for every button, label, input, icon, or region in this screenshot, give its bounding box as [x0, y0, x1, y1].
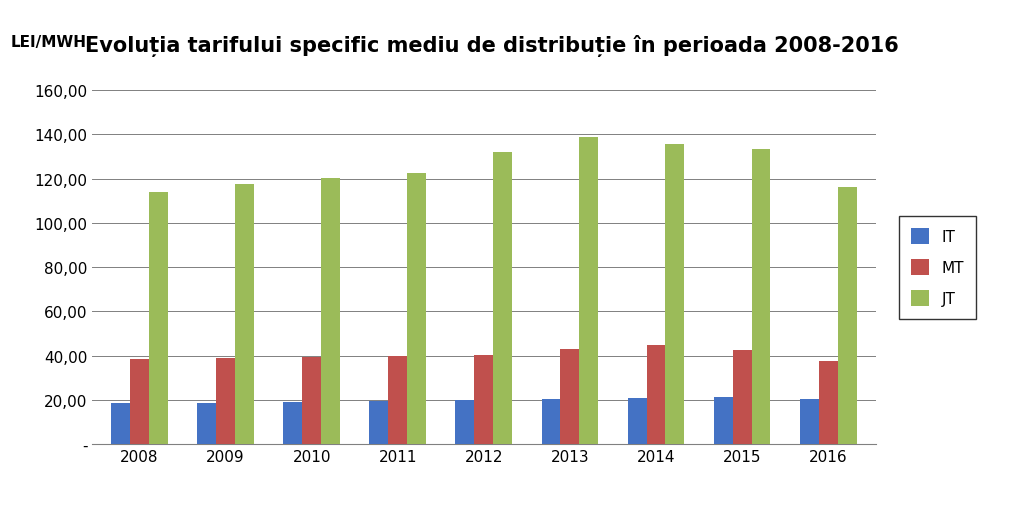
Bar	[456, 400, 474, 444]
Bar	[542, 399, 560, 444]
Bar	[388, 356, 408, 444]
Text: Evoluția tarifului specific mediu de distribuție în perioada 2008-2016: Evoluția tarifului specific mediu de dis…	[85, 35, 898, 57]
Bar	[800, 399, 819, 444]
Bar	[666, 145, 684, 444]
Legend: IT, MT, JT: IT, MT, JT	[899, 216, 976, 319]
Bar	[130, 360, 148, 444]
Bar	[474, 355, 494, 444]
Bar	[752, 149, 770, 444]
Bar	[560, 349, 580, 444]
Bar	[111, 403, 130, 444]
Bar	[838, 188, 857, 444]
Bar	[302, 357, 322, 444]
Bar	[216, 359, 236, 444]
Bar	[628, 398, 646, 444]
Bar	[732, 350, 752, 444]
Bar	[408, 174, 426, 444]
Bar	[819, 362, 838, 444]
Bar	[646, 345, 666, 444]
Bar	[148, 192, 168, 444]
Bar	[370, 401, 388, 444]
Bar	[714, 397, 732, 444]
Bar	[322, 178, 340, 444]
Bar	[580, 137, 598, 444]
Bar	[198, 403, 216, 444]
Text: LEI/MWH: LEI/MWH	[10, 35, 86, 50]
Bar	[236, 185, 254, 444]
Bar	[284, 402, 302, 444]
Bar	[494, 153, 512, 444]
